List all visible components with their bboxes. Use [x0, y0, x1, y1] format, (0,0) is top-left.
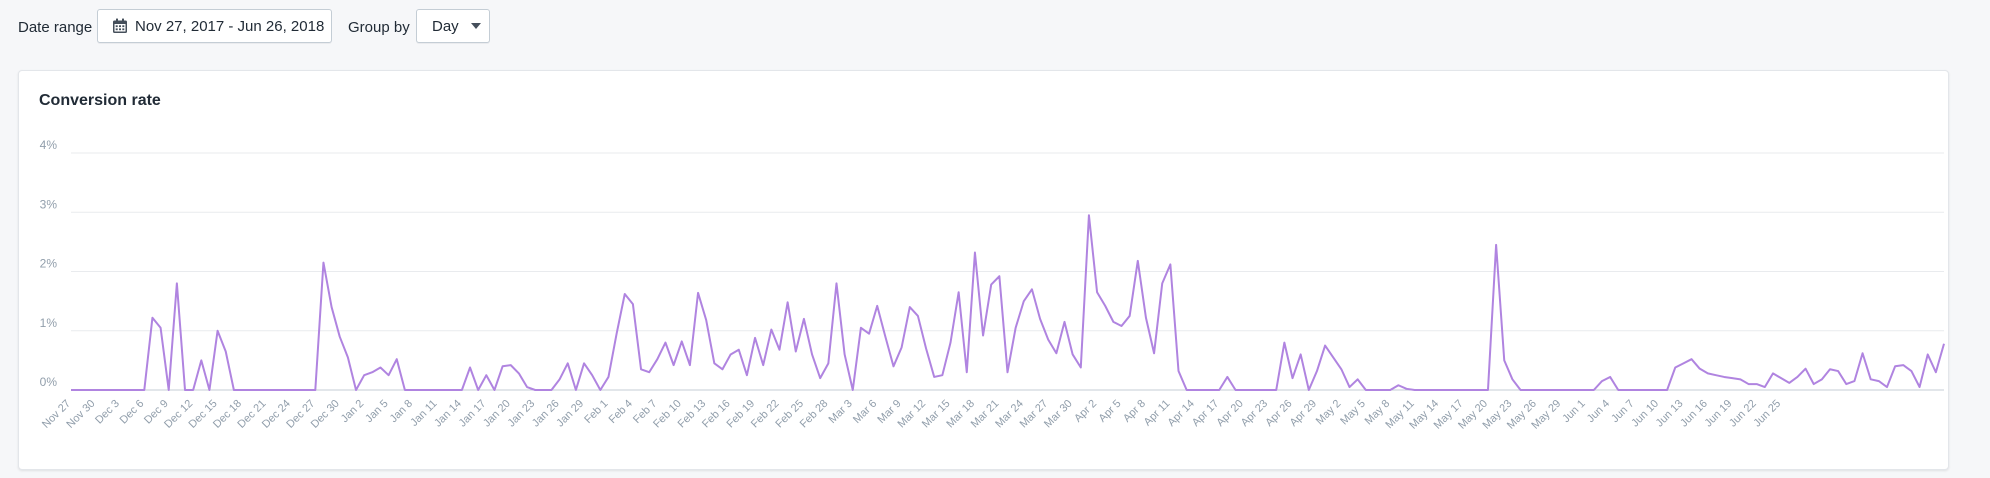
- y-tick-label: 2%: [40, 257, 58, 271]
- series-line-conversion-rate: [71, 214, 1945, 391]
- x-tick-label: Jan 2: [339, 398, 367, 426]
- x-tick-label: Apr 20: [1214, 398, 1245, 429]
- y-tick-label: 1%: [40, 316, 58, 330]
- x-tick-label: Jan 29: [554, 398, 586, 430]
- x-tick-label: Apr 29: [1288, 398, 1319, 429]
- x-tick-label: May 5: [1338, 398, 1368, 428]
- y-tick-label: 4%: [40, 138, 58, 152]
- x-tick-label: Mar 3: [827, 398, 855, 426]
- x-tick-label: Apr 14: [1166, 398, 1197, 429]
- x-tick-label: Apr 5: [1097, 398, 1124, 425]
- group-by-select[interactable]: Day: [416, 9, 490, 43]
- y-tick-label: 3%: [40, 197, 58, 211]
- x-tick-label: May 2: [1314, 398, 1344, 428]
- x-tick-label: Jun 1: [1560, 398, 1588, 426]
- y-tick-label: 0%: [40, 375, 58, 389]
- x-tick-label: Dec 3: [93, 398, 122, 427]
- group-by-value: Day: [432, 17, 459, 35]
- date-range-value: Nov 27, 2017 - Jun 26, 2018: [135, 17, 325, 35]
- date-range-label: Date range: [18, 19, 93, 36]
- x-tick-label: Apr 17: [1190, 398, 1221, 429]
- x-tick-label: Feb 28: [798, 398, 831, 431]
- date-range-picker[interactable]: Nov 27, 2017 - Jun 26, 2018: [97, 9, 332, 43]
- calendar-icon: [112, 18, 128, 34]
- chart-card: Conversion rate 0% 1% 2% 3% 4% Nov 27 Nov 30 De…: [18, 70, 1949, 470]
- x-tick-label: Apr 26: [1263, 398, 1294, 429]
- x-tick-label: Dec 6: [118, 398, 147, 427]
- x-tick-label: Apr 23: [1239, 398, 1270, 429]
- x-tick-label: Jun 4: [1585, 398, 1613, 426]
- x-tick-label: Mar 6: [851, 398, 879, 426]
- caret-down-icon: [470, 23, 481, 29]
- x-tick-label: Apr 2: [1072, 398, 1099, 425]
- x-tick-label: Jun 25: [1751, 398, 1783, 430]
- x-tick-label: Mar 30: [1042, 398, 1075, 431]
- x-tick-label: Jan 5: [363, 398, 391, 426]
- chart-title: Conversion rate: [39, 92, 161, 109]
- x-tick-label: Feb 1: [582, 398, 610, 426]
- group-by-label: Group by: [348, 19, 410, 36]
- report-toolbar: Date range Nov 27, 2017 - Jun 26, 2018 G…: [0, 0, 1990, 60]
- x-tick-label: Feb 4: [607, 398, 635, 426]
